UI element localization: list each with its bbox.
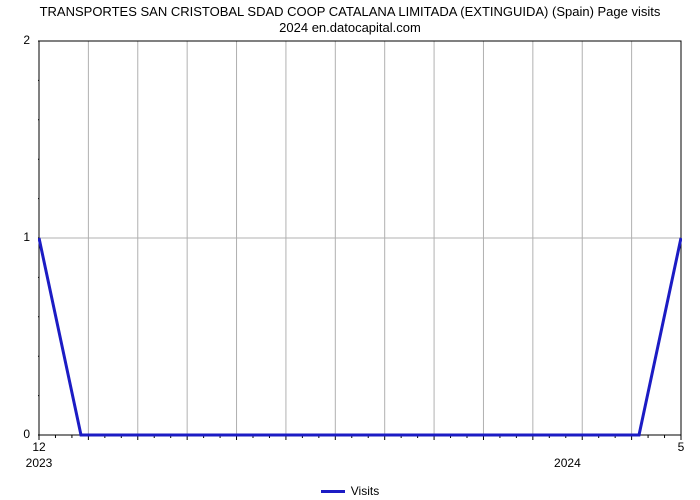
x-year-label: 2024 xyxy=(547,456,587,470)
line-chart xyxy=(38,40,682,448)
legend-swatch xyxy=(321,490,345,493)
y-tick-label: 2 xyxy=(10,33,30,47)
chart-title-line1: TRANSPORTES SAN CRISTOBAL SDAD COOP CATA… xyxy=(40,4,661,19)
chart-title-line2: 2024 en.datocapital.com xyxy=(279,20,421,35)
x-year-label: 2023 xyxy=(19,456,59,470)
legend-label: Visits xyxy=(351,484,379,498)
y-tick-label: 0 xyxy=(10,427,30,441)
y-tick-label: 1 xyxy=(10,230,30,244)
chart-title: TRANSPORTES SAN CRISTOBAL SDAD COOP CATA… xyxy=(0,4,700,37)
x-tick-label: 12 xyxy=(29,440,49,454)
legend: Visits xyxy=(0,482,700,499)
x-tick-label: 5 xyxy=(671,440,691,454)
